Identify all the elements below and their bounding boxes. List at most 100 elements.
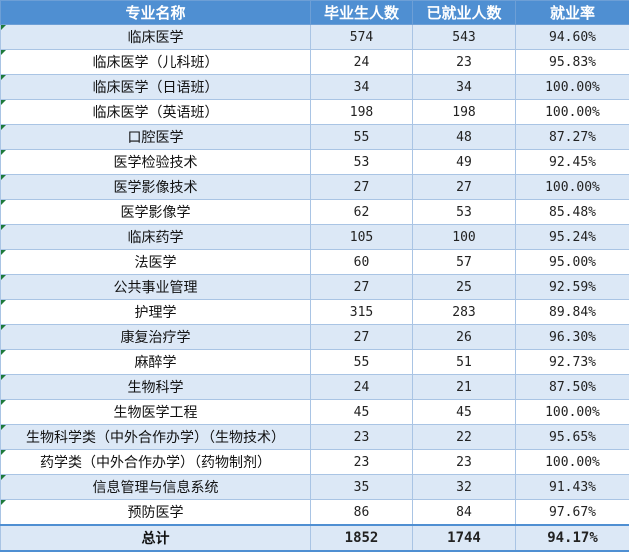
major-cell[interactable]: 临床医学（英语班） <box>1 100 311 125</box>
number-as-text-warning-icon[interactable] <box>1 400 6 405</box>
graduates-cell[interactable]: 23 <box>311 425 413 450</box>
total-graduates[interactable]: 1852 <box>311 525 413 551</box>
graduates-cell[interactable]: 24 <box>311 50 413 75</box>
major-cell[interactable]: 口腔医学 <box>1 125 311 150</box>
employed-cell[interactable]: 198 <box>413 100 516 125</box>
graduates-cell[interactable]: 53 <box>311 150 413 175</box>
major-cell[interactable]: 医学影像技术 <box>1 175 311 200</box>
employed-cell[interactable]: 57 <box>413 250 516 275</box>
rate-cell[interactable]: 95.83% <box>516 50 629 75</box>
employed-cell[interactable]: 51 <box>413 350 516 375</box>
graduates-cell[interactable]: 27 <box>311 325 413 350</box>
graduates-cell[interactable]: 574 <box>311 25 413 50</box>
rate-cell[interactable]: 92.73% <box>516 350 629 375</box>
employed-cell[interactable]: 53 <box>413 200 516 225</box>
graduates-cell[interactable]: 35 <box>311 475 413 500</box>
number-as-text-warning-icon[interactable] <box>1 75 6 80</box>
header-graduates[interactable]: 毕业生人数 <box>311 1 413 25</box>
number-as-text-warning-icon[interactable] <box>1 175 6 180</box>
employed-cell[interactable]: 21 <box>413 375 516 400</box>
employed-cell[interactable]: 543 <box>413 25 516 50</box>
major-cell[interactable]: 预防医学 <box>1 500 311 526</box>
graduates-cell[interactable]: 315 <box>311 300 413 325</box>
major-cell[interactable]: 护理学 <box>1 300 311 325</box>
rate-cell[interactable]: 95.00% <box>516 250 629 275</box>
employed-cell[interactable]: 45 <box>413 400 516 425</box>
employed-cell[interactable]: 26 <box>413 325 516 350</box>
number-as-text-warning-icon[interactable] <box>1 450 6 455</box>
header-employed[interactable]: 已就业人数 <box>413 1 516 25</box>
graduates-cell[interactable]: 62 <box>311 200 413 225</box>
major-cell[interactable]: 医学影像学 <box>1 200 311 225</box>
employed-cell[interactable]: 283 <box>413 300 516 325</box>
rate-cell[interactable]: 87.27% <box>516 125 629 150</box>
rate-cell[interactable]: 97.67% <box>516 500 629 526</box>
total-label[interactable]: 总计 <box>1 525 311 551</box>
number-as-text-warning-icon[interactable] <box>1 125 6 130</box>
rate-cell[interactable]: 100.00% <box>516 450 629 475</box>
major-cell[interactable]: 信息管理与信息系统 <box>1 475 311 500</box>
rate-cell[interactable]: 92.59% <box>516 275 629 300</box>
number-as-text-warning-icon[interactable] <box>1 350 6 355</box>
header-major[interactable]: 专业名称 <box>1 1 311 25</box>
graduates-cell[interactable]: 55 <box>311 350 413 375</box>
rate-cell[interactable]: 100.00% <box>516 100 629 125</box>
graduates-cell[interactable]: 23 <box>311 450 413 475</box>
rate-cell[interactable]: 95.65% <box>516 425 629 450</box>
number-as-text-warning-icon[interactable] <box>1 225 6 230</box>
number-as-text-warning-icon[interactable] <box>1 475 6 480</box>
graduates-cell[interactable]: 27 <box>311 275 413 300</box>
major-cell[interactable]: 生物医学工程 <box>1 400 311 425</box>
major-cell[interactable]: 药学类（中外合作办学）（药物制剂） <box>1 450 311 475</box>
rate-cell[interactable]: 85.48% <box>516 200 629 225</box>
major-cell[interactable]: 生物科学 <box>1 375 311 400</box>
number-as-text-warning-icon[interactable] <box>1 250 6 255</box>
graduates-cell[interactable]: 55 <box>311 125 413 150</box>
employed-cell[interactable]: 23 <box>413 50 516 75</box>
rate-cell[interactable]: 89.84% <box>516 300 629 325</box>
employed-cell[interactable]: 25 <box>413 275 516 300</box>
employed-cell[interactable]: 49 <box>413 150 516 175</box>
employed-cell[interactable]: 34 <box>413 75 516 100</box>
number-as-text-warning-icon[interactable] <box>1 375 6 380</box>
total-employed[interactable]: 1744 <box>413 525 516 551</box>
employed-cell[interactable]: 32 <box>413 475 516 500</box>
major-cell[interactable]: 临床医学 <box>1 25 311 50</box>
rate-cell[interactable]: 94.60% <box>516 25 629 50</box>
employed-cell[interactable]: 27 <box>413 175 516 200</box>
employed-cell[interactable]: 22 <box>413 425 516 450</box>
graduates-cell[interactable]: 60 <box>311 250 413 275</box>
number-as-text-warning-icon[interactable] <box>1 100 6 105</box>
major-cell[interactable]: 临床药学 <box>1 225 311 250</box>
major-cell[interactable]: 康复治疗学 <box>1 325 311 350</box>
employed-cell[interactable]: 84 <box>413 500 516 526</box>
number-as-text-warning-icon[interactable] <box>1 425 6 430</box>
graduates-cell[interactable]: 45 <box>311 400 413 425</box>
rate-cell[interactable]: 91.43% <box>516 475 629 500</box>
number-as-text-warning-icon[interactable] <box>1 275 6 280</box>
header-rate[interactable]: 就业率 <box>516 1 629 25</box>
employed-cell[interactable]: 23 <box>413 450 516 475</box>
total-rate[interactable]: 94.17% <box>516 525 629 551</box>
rate-cell[interactable]: 87.50% <box>516 375 629 400</box>
major-cell[interactable]: 医学检验技术 <box>1 150 311 175</box>
rate-cell[interactable]: 96.30% <box>516 325 629 350</box>
number-as-text-warning-icon[interactable] <box>1 200 6 205</box>
employed-cell[interactable]: 100 <box>413 225 516 250</box>
major-cell[interactable]: 法医学 <box>1 250 311 275</box>
graduates-cell[interactable]: 34 <box>311 75 413 100</box>
graduates-cell[interactable]: 24 <box>311 375 413 400</box>
rate-cell[interactable]: 100.00% <box>516 400 629 425</box>
rate-cell[interactable]: 92.45% <box>516 150 629 175</box>
rate-cell[interactable]: 95.24% <box>516 225 629 250</box>
rate-cell[interactable]: 100.00% <box>516 75 629 100</box>
number-as-text-warning-icon[interactable] <box>1 325 6 330</box>
number-as-text-warning-icon[interactable] <box>1 300 6 305</box>
number-as-text-warning-icon[interactable] <box>1 50 6 55</box>
graduates-cell[interactable]: 27 <box>311 175 413 200</box>
graduates-cell[interactable]: 198 <box>311 100 413 125</box>
number-as-text-warning-icon[interactable] <box>1 150 6 155</box>
graduates-cell[interactable]: 105 <box>311 225 413 250</box>
major-cell[interactable]: 临床医学（儿科班） <box>1 50 311 75</box>
major-cell[interactable]: 生物科学类（中外合作办学）（生物技术） <box>1 425 311 450</box>
